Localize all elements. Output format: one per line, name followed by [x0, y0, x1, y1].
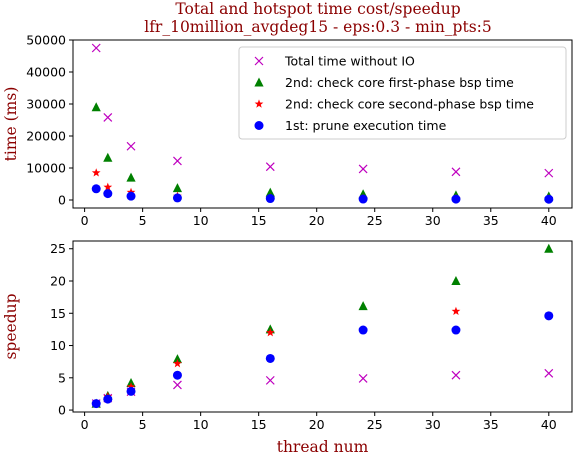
top-y-tick-label: 50000	[26, 33, 66, 48]
top-x-tick-label: 20	[309, 213, 325, 228]
top-x-tick-label: 5	[139, 213, 147, 228]
top-x-tick-label: 0	[81, 213, 89, 228]
legend-marker-check_second	[254, 99, 264, 108]
bottom-y-axis-label: speedup	[2, 293, 20, 359]
bottom-point-prune	[544, 311, 554, 321]
bottom-x-tick-label: 15	[251, 417, 267, 432]
bottom-point-check_first	[544, 243, 554, 253]
top-point-total	[173, 156, 182, 166]
top-x-tick-label: 35	[483, 213, 499, 228]
top-x-tick-label: 25	[367, 213, 383, 228]
top-point-check_first	[265, 187, 275, 197]
top-point-total	[358, 164, 368, 174]
top-point-total	[544, 168, 554, 178]
bottom-x-tick-label: 10	[193, 417, 209, 432]
bottom-point-check_first	[451, 276, 461, 286]
bottom-point-check_second	[451, 306, 461, 316]
bottom-point-check_first	[172, 354, 183, 364]
bottom-y-tick-label: 25	[50, 241, 66, 256]
top-point-total	[265, 162, 275, 172]
bottom-x-axis-label: thread num	[277, 438, 369, 456]
top-x-tick-label: 15	[251, 213, 267, 228]
bottom-point-total	[173, 380, 182, 390]
top-y-tick-label: 0	[58, 193, 66, 208]
bottom-point-prune	[91, 399, 101, 409]
bottom-point-prune	[172, 370, 182, 380]
bottom-point-total	[265, 375, 275, 385]
bottom-point-check_second	[173, 359, 182, 368]
top-point-prune	[91, 184, 101, 194]
top-point-total	[91, 43, 101, 53]
bottom-y-tick-label: 10	[50, 338, 66, 353]
legend-marker-check_first	[254, 77, 264, 87]
legend-entry-total: Total time without IO	[284, 54, 415, 69]
top-point-total	[451, 167, 461, 177]
top-x-tick-label: 30	[425, 213, 441, 228]
top-point-check_first	[172, 183, 183, 193]
bottom-point-prune	[265, 353, 275, 363]
top-point-prune	[358, 194, 368, 204]
bottom-point-prune	[451, 325, 461, 335]
chart-title-line2: lfr_10million_avgdeg15 - eps:0.3 - min_p…	[144, 18, 492, 36]
legend-entry-prune: 1st: prune execution time	[285, 118, 447, 133]
top-y-tick-label: 10000	[26, 161, 66, 176]
top-point-total	[103, 113, 113, 122]
top-point-check_second	[91, 168, 101, 177]
legend-marker-total	[254, 56, 264, 66]
bottom-point-total	[358, 374, 368, 383]
bottom-x-tick-label: 40	[541, 417, 557, 432]
bottom-point-prune	[103, 394, 113, 404]
bottom-point-prune	[358, 325, 368, 335]
bottom-point-prune	[126, 386, 136, 396]
top-point-prune	[265, 194, 275, 204]
bottom-point-check_second	[265, 328, 275, 337]
top-y-tick-label: 20000	[26, 129, 66, 144]
top-plot-time: 0 5 10 15 20 25 30 35 40 0 10000 20000 30000 40000 500…	[2, 33, 573, 228]
top-point-check_first	[103, 152, 113, 162]
top-point-prune	[126, 191, 136, 201]
bottom-axes-frame	[72, 240, 573, 413]
legend-entry-check_first: 2nd: check core first-phase bsp time	[285, 75, 514, 90]
legend-entry-check_second: 2nd: check core second-phase bsp time	[285, 97, 534, 112]
top-y-tick-label: 40000	[26, 65, 66, 80]
bottom-x-tick-label: 20	[309, 417, 325, 432]
top-point-check_second	[103, 182, 113, 191]
bottom-x-tick-label: 0	[81, 417, 89, 432]
bottom-x-tick-label: 5	[139, 417, 147, 432]
bottom-point-check_second	[126, 382, 136, 391]
top-y-tick-label: 30000	[26, 97, 66, 112]
top-point-check_first	[91, 102, 101, 112]
bottom-point-total	[451, 370, 461, 380]
top-y-axis-label: time (ms)	[2, 87, 20, 162]
top-x-tick-label: 40	[541, 213, 557, 228]
bottom-x-tick-label: 35	[483, 417, 499, 432]
bottom-point-check_first	[358, 301, 368, 311]
chart-title-line1: Total and hotspot time cost/speedup	[175, 0, 460, 18]
top-x-tick-label: 10	[193, 213, 209, 228]
bottom-y-tick-label: 15	[50, 306, 66, 321]
bottom-y-tick-label: 20	[50, 274, 66, 289]
top-point-prune	[451, 194, 461, 204]
bottom-y-tick-label: 5	[58, 370, 66, 385]
bottom-x-tick-label: 30	[425, 417, 441, 432]
legend-marker-prune	[254, 121, 264, 130]
bottom-x-tick-label: 25	[367, 417, 383, 432]
bottom-y-tick-label: 0	[58, 403, 66, 418]
top-point-prune	[103, 189, 113, 199]
top-point-check_first	[126, 172, 136, 182]
legend	[238, 46, 567, 140]
top-point-total	[126, 141, 136, 151]
top-axes-frame	[72, 39, 573, 209]
top-point-prune	[172, 193, 182, 203]
bottom-point-total	[544, 368, 554, 378]
top-point-prune	[544, 194, 554, 204]
bottom-plot-speedup: 0 5 10 15 20 25 30 35 40 0 5 10 15 20 25 speedup thread …	[2, 240, 573, 456]
